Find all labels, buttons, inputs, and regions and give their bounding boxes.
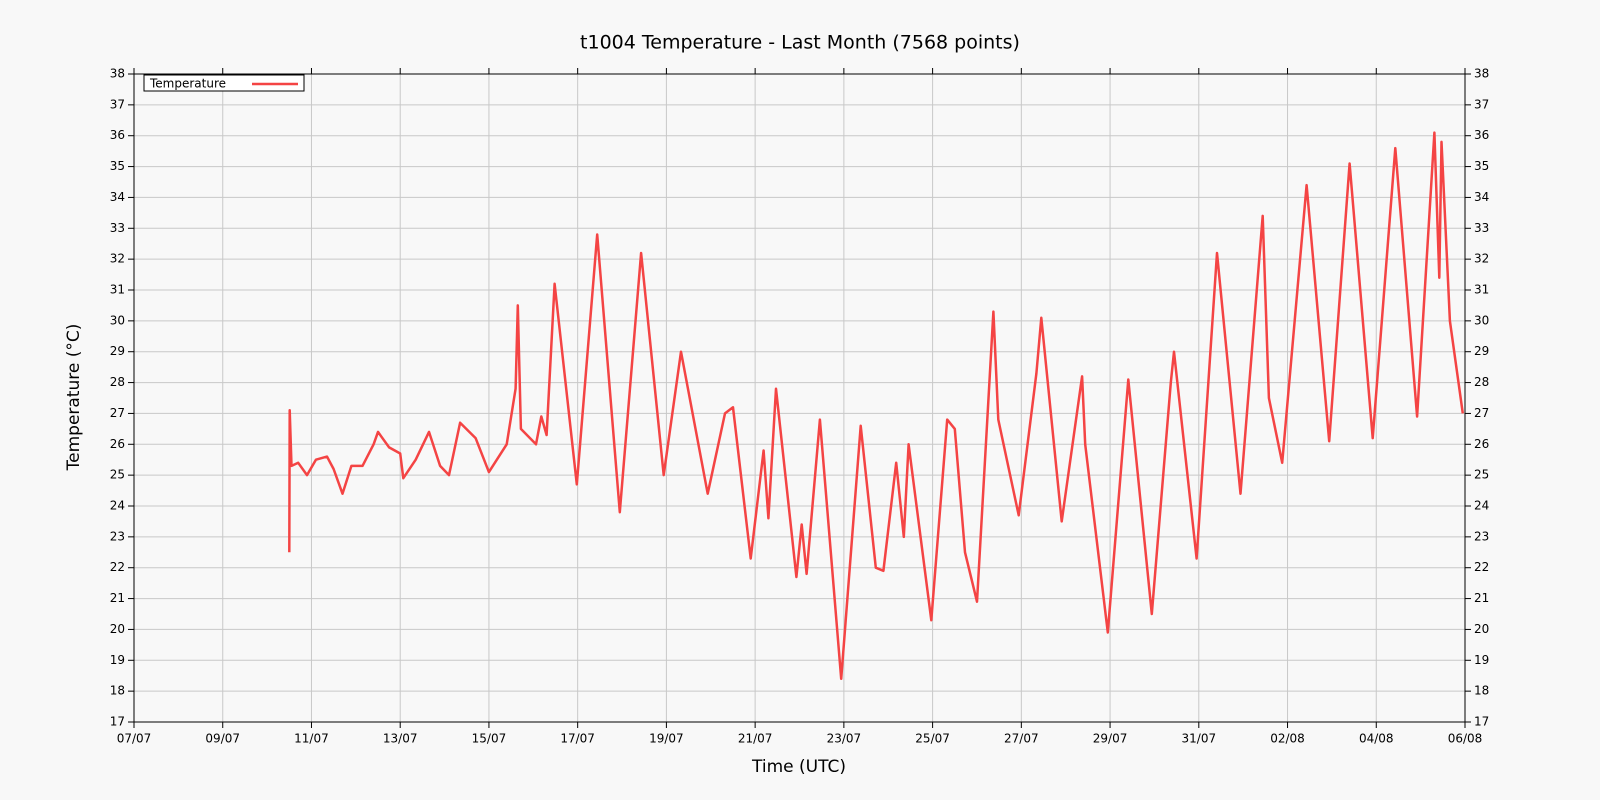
y-tick-label: 24 xyxy=(110,499,125,513)
plot-area xyxy=(134,74,1465,722)
chart-title: t1004 Temperature - Last Month (7568 poi… xyxy=(580,32,1020,54)
y2-tick-label: 25 xyxy=(1474,468,1489,482)
y-tick-label: 36 xyxy=(110,128,125,142)
y2-tick-label: 36 xyxy=(1474,128,1489,142)
y2-tick-label: 28 xyxy=(1474,375,1489,389)
legend-label: Temperature xyxy=(149,77,226,91)
x-tick-label: 29/07 xyxy=(1093,732,1128,746)
y2-tick-label: 31 xyxy=(1474,283,1489,297)
y-tick-label: 20 xyxy=(110,622,125,636)
y2-tick-label: 38 xyxy=(1474,67,1489,81)
y2-tick-label: 32 xyxy=(1474,252,1489,266)
y-tick-label: 34 xyxy=(110,190,125,204)
x-tick-label: 15/07 xyxy=(472,732,507,746)
y-tick-label: 26 xyxy=(110,437,125,451)
y-tick-label: 21 xyxy=(110,591,125,605)
data-line xyxy=(288,131,1465,681)
y-tick-label: 17 xyxy=(110,715,125,729)
y2-tick-label: 18 xyxy=(1474,684,1489,698)
x-tick-label: 27/07 xyxy=(1004,732,1039,746)
plot-frame xyxy=(133,73,1466,723)
y2-tick-label: 20 xyxy=(1474,622,1489,636)
y2-tick-label: 24 xyxy=(1474,499,1489,513)
x-tick-label: 11/07 xyxy=(294,732,329,746)
x-tick-label: 21/07 xyxy=(738,732,773,746)
y2-tick-label: 37 xyxy=(1474,97,1489,111)
y2-tick-label: 29 xyxy=(1474,344,1489,358)
y-tick-label: 19 xyxy=(110,653,125,667)
x-tick-label: 19/07 xyxy=(649,732,684,746)
x-axis-label: Time (UTC) xyxy=(751,757,846,777)
y-tick-label: 32 xyxy=(110,252,125,266)
y2-tick-label: 23 xyxy=(1474,529,1489,543)
x-tick-label: 25/07 xyxy=(915,732,950,746)
x-tick-label: 06/08 xyxy=(1448,732,1483,746)
y-tick-label: 18 xyxy=(110,684,125,698)
y2-tick-label: 33 xyxy=(1474,221,1489,235)
y2-tick-label: 34 xyxy=(1474,190,1489,204)
y2-tick-label: 27 xyxy=(1474,406,1489,420)
y2-tick-label: 22 xyxy=(1474,560,1489,574)
legend-box xyxy=(143,74,305,92)
y-tick-label: 38 xyxy=(110,67,125,81)
y-tick-label: 28 xyxy=(110,375,125,389)
x-tick-label: 17/07 xyxy=(560,732,595,746)
y2-tick-label: 21 xyxy=(1474,591,1489,605)
x-tick-label: 31/07 xyxy=(1182,732,1217,746)
x-tick-label: 02/08 xyxy=(1270,732,1305,746)
y-tick-label: 31 xyxy=(110,283,125,297)
y-tick-label: 27 xyxy=(110,406,125,420)
y-tick-label: 30 xyxy=(110,313,125,327)
x-tick-label: 13/07 xyxy=(383,732,418,746)
x-tick-label: 09/07 xyxy=(205,732,240,746)
y2-tick-label: 30 xyxy=(1474,313,1489,327)
y2-tick-label: 19 xyxy=(1474,653,1489,667)
y2-tick-label: 17 xyxy=(1474,715,1489,729)
y-tick-label: 33 xyxy=(110,221,125,235)
y-tick-label: 22 xyxy=(110,560,125,574)
x-tick-label: 23/07 xyxy=(827,732,862,746)
y-tick-label: 37 xyxy=(110,97,125,111)
y-tick-label: 25 xyxy=(110,468,125,482)
y2-tick-label: 26 xyxy=(1474,437,1489,451)
y-tick-label: 29 xyxy=(110,344,125,358)
y2-tick-label: 35 xyxy=(1474,159,1489,173)
y-tick-label: 35 xyxy=(110,159,125,173)
y-tick-label: 23 xyxy=(110,529,125,543)
y-axis-label: Temperature (°C) xyxy=(64,324,84,472)
x-tick-label: 07/07 xyxy=(117,732,152,746)
x-tick-label: 04/08 xyxy=(1359,732,1394,746)
